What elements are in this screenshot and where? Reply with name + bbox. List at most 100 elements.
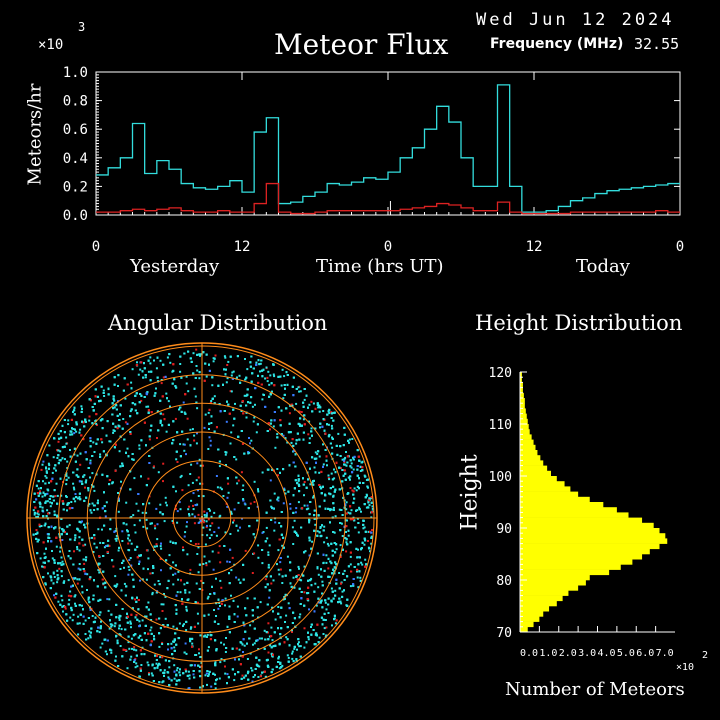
angular-point: [76, 546, 79, 548]
angular-point: [253, 552, 256, 555]
angular-point: [106, 598, 109, 601]
angular-point: [291, 526, 294, 529]
height-title: Height Distribution: [475, 311, 683, 335]
angular-point: [330, 472, 333, 475]
angular-point: [67, 423, 70, 426]
angular-point: [192, 352, 195, 355]
angular-point: [274, 618, 277, 621]
angular-point: [159, 656, 162, 659]
angular-point: [291, 657, 294, 660]
angular-point: [204, 413, 207, 416]
angular-point: [114, 530, 117, 532]
angular-point: [313, 466, 316, 469]
angular-point: [349, 585, 352, 588]
angular-point: [303, 504, 306, 507]
angular-point: [168, 677, 171, 680]
angular-point: [317, 586, 320, 589]
angular-point: [338, 508, 341, 511]
angular-point: [37, 487, 40, 490]
angular-point: [104, 515, 107, 518]
angular-point: [259, 370, 261, 373]
angular-point: [130, 626, 132, 629]
angular-point: [74, 500, 77, 503]
angular-point: [337, 432, 340, 435]
angular-point: [350, 462, 353, 465]
angular-point: [93, 489, 96, 492]
angular-point: [270, 626, 273, 629]
angular-point: [314, 451, 317, 454]
angular-point: [69, 616, 72, 619]
angular-point: [236, 482, 239, 485]
angular-point: [321, 580, 324, 583]
angular-point: [79, 463, 82, 466]
angular-point: [257, 676, 260, 678]
angular-point: [88, 630, 91, 633]
angular-point: [95, 422, 98, 425]
flux-series-line: [96, 84, 680, 213]
angular-point: [56, 494, 59, 497]
angular-point: [182, 401, 185, 404]
angular-point: [150, 619, 153, 621]
angular-point: [210, 422, 213, 424]
angular-point: [316, 567, 319, 570]
angular-point: [147, 370, 150, 373]
angular-point: [70, 501, 73, 503]
angular-point: [322, 443, 324, 446]
angular-point: [292, 576, 295, 579]
angular-point: [67, 579, 70, 582]
angular-point: [236, 615, 239, 618]
angular-point: [228, 561, 231, 563]
angular-point: [312, 402, 315, 405]
angular-point: [56, 569, 59, 572]
angular-point: [173, 664, 176, 667]
flux-yscale-label: ×10: [38, 37, 64, 53]
angular-point: [199, 634, 202, 637]
angular-point: [318, 636, 321, 639]
angular-point: [339, 467, 342, 470]
angular-point: [215, 534, 218, 537]
angular-point: [207, 613, 210, 616]
angular-point: [343, 461, 346, 464]
angular-point: [142, 525, 145, 528]
angular-point: [234, 402, 236, 405]
angular-point: [130, 381, 133, 384]
angular-point: [127, 641, 130, 644]
angular-point: [328, 478, 331, 481]
angular-point: [350, 466, 353, 469]
angular-point: [330, 587, 333, 590]
angular-point: [340, 581, 343, 584]
angular-point: [271, 655, 274, 658]
angular-point: [252, 420, 255, 423]
angular-point: [278, 655, 280, 658]
angular-point: [56, 514, 59, 517]
angular-point: [304, 550, 307, 553]
angular-point: [347, 534, 350, 537]
angular-point: [282, 598, 285, 601]
angular-point: [46, 492, 49, 495]
angular-point: [130, 637, 133, 640]
angular-point: [103, 546, 106, 549]
angular-point: [47, 572, 49, 575]
angular-point: [32, 509, 35, 512]
angular-point: [146, 527, 149, 530]
angular-point: [41, 495, 44, 498]
angular-point: [123, 566, 125, 569]
angular-point: [325, 561, 328, 564]
angular-point: [203, 426, 206, 429]
angular-point: [282, 397, 285, 400]
angular-point: [166, 356, 169, 359]
angular-point: [55, 469, 57, 472]
angular-point: [126, 667, 129, 670]
angular-point: [266, 380, 269, 383]
angular-point: [84, 543, 87, 546]
angular-point: [168, 660, 171, 663]
angular-point: [193, 434, 196, 437]
angular-point: [135, 649, 138, 652]
angular-point: [42, 561, 45, 564]
angular-point: [147, 568, 149, 571]
angular-point: [91, 536, 93, 539]
angular-point: [198, 652, 200, 655]
angular-point: [101, 642, 104, 645]
angular-point: [71, 619, 74, 622]
angular-point: [307, 638, 310, 641]
